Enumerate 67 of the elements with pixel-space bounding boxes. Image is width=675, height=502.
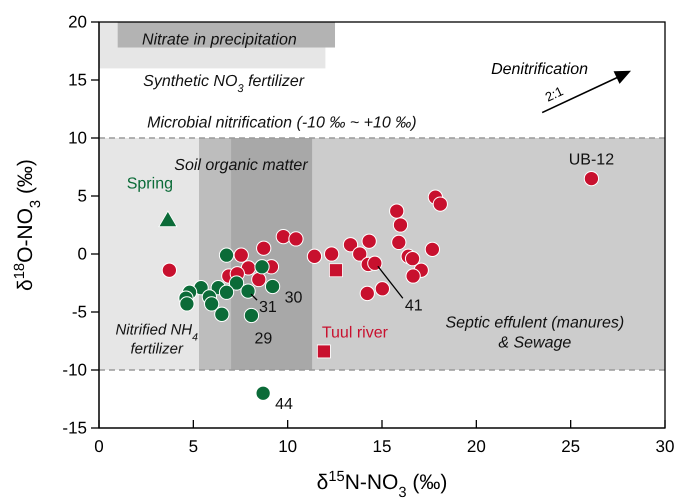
x-tick-label: 5 [188,437,198,456]
point [352,246,368,262]
x-tick-label: 25 [561,437,580,456]
band-label: Nitrate in precipitation [142,32,297,49]
point [218,248,234,263]
point [316,344,331,358]
y-tick-label: 5 [78,186,87,206]
y-tick-label: 15 [68,70,87,90]
x-tick-label: 30 [656,437,674,456]
annotation: 2:1 [542,83,566,105]
band-label: Synthetic NO$_{3}$ fertilizer [143,73,305,96]
point [362,234,377,249]
annotation: 30 [284,289,302,306]
x-tick-label: 15 [372,437,392,456]
point [256,386,271,401]
point [367,256,382,271]
point [264,278,280,294]
band-label: Soil organic matter [174,157,308,174]
y-tick-label: 20 [68,12,87,32]
annotation: UB-12 [568,152,614,169]
point [162,262,178,278]
band-label: Septic effulent (manures) & Sewage [445,314,624,352]
point [251,272,266,288]
x-tick-label: 0 [94,437,104,456]
point [360,286,375,302]
point [342,237,358,252]
point [214,306,230,322]
y-tick-label: -5 [72,302,87,322]
point [432,196,448,212]
y-tick-label: 0 [78,244,87,264]
x-axis-title: δ$^{15}$N-NO$_{3}$ (‰) [316,469,448,501]
point [424,242,440,257]
band-label: Nitrified NH$_{4}$ fertilizer [115,322,198,358]
point [329,263,343,278]
annotation: 29 [254,330,272,348]
x-tick-label: 20 [466,437,486,456]
point [234,248,249,263]
annotation: 44 [275,396,294,414]
point [389,203,404,219]
point [244,308,260,324]
point [228,275,244,291]
y-tick-label: -10 [62,360,87,380]
series-label: Tuul river [322,324,389,342]
point [218,284,234,300]
point [584,170,600,186]
annotation: 31 [259,299,277,316]
point [306,248,322,264]
point [240,284,256,299]
point [288,231,304,247]
point [392,217,408,233]
point [179,296,195,312]
y-tick-label: -15 [62,418,87,438]
point [254,259,270,274]
point [405,268,421,284]
y-tick-label: 10 [68,128,87,148]
series-label: Spring [126,176,173,193]
point [404,251,420,266]
point [204,296,220,312]
point [374,281,390,296]
annotation: 41 [404,297,423,314]
band-label: Microbial nitrification (-10 ‰ ~ +10 ‰) [147,114,417,132]
point [391,234,406,250]
x-tick-label: 10 [278,437,298,456]
point [324,246,340,262]
point [276,228,291,244]
point [256,240,272,256]
annotation: Denitrification [491,61,588,78]
